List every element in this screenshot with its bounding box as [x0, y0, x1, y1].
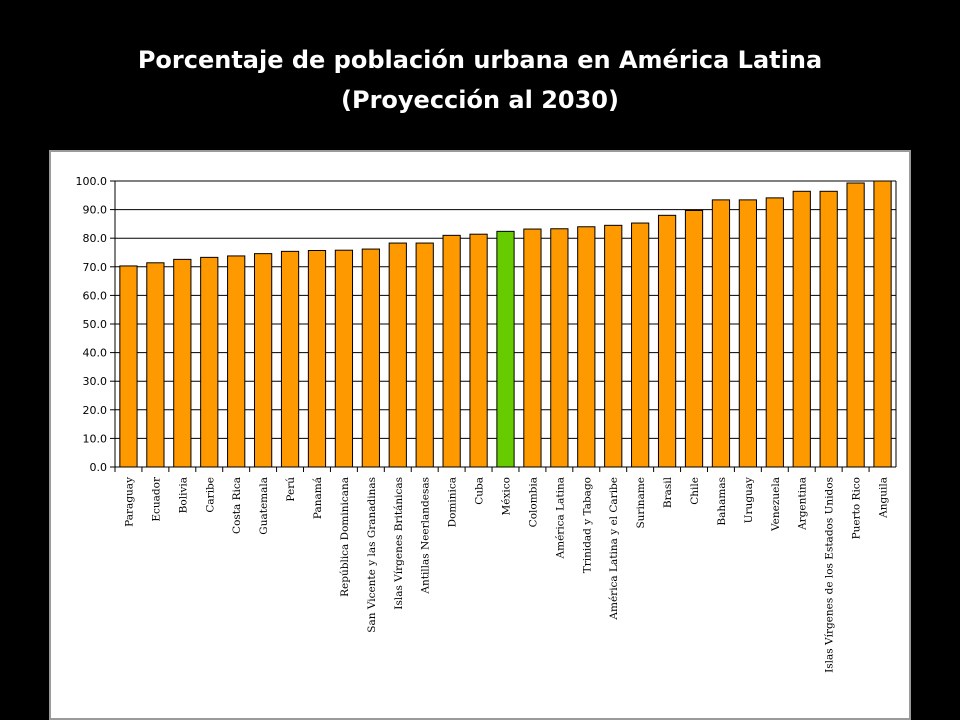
- y-tick-label: 20.0: [83, 404, 108, 417]
- x-tick-label: República Dominicana: [339, 477, 351, 597]
- x-tick-label: Bolivia: [177, 477, 189, 513]
- x-tick-label: Chile: [689, 477, 701, 505]
- bar-16: [523, 228, 542, 468]
- x-tick-label: Islas Vírgenes de los Estados Unidos: [824, 477, 836, 673]
- x-tick-label: Costa Rica: [231, 477, 243, 534]
- y-tick-label: 100.0: [76, 175, 108, 188]
- x-tick-label: Ecuador: [150, 476, 162, 522]
- bar-8: [307, 249, 327, 468]
- bar-22: [684, 209, 704, 468]
- bar-18: [577, 226, 596, 468]
- y-tick-label: 0.0: [90, 461, 108, 474]
- bar-26: [792, 190, 811, 468]
- page-title: Porcentaje de población urbana en Améric…: [0, 40, 960, 120]
- x-tick-label: Venezuela: [770, 477, 782, 532]
- bar-29: [873, 180, 892, 468]
- x-tick-label: Caribe: [204, 477, 216, 513]
- x-tick-label: Perú: [285, 477, 297, 502]
- bar-10: [361, 248, 380, 468]
- y-tick-label: 30.0: [83, 375, 108, 388]
- y-tick-label: 50.0: [83, 318, 108, 331]
- bar-1: [119, 265, 138, 468]
- x-tick-label: Colombia: [527, 477, 539, 527]
- bar-13: [442, 234, 461, 468]
- bar-28: [846, 182, 865, 468]
- y-tick-label: 90.0: [83, 204, 108, 217]
- bar-20: [631, 222, 650, 468]
- bar-15: [496, 230, 515, 468]
- bar-21: [657, 214, 677, 468]
- x-tick-label: Puerto Rico: [851, 477, 863, 539]
- bar-3: [173, 258, 192, 468]
- bar-9: [334, 249, 354, 468]
- x-tick-label: Panamá: [312, 477, 324, 519]
- title-line-1: Porcentaje de población urbana en Améric…: [137, 46, 823, 74]
- bar-12: [415, 242, 434, 468]
- x-tick-label: América Latina: [554, 477, 566, 559]
- bar-17: [550, 228, 569, 468]
- bar-2: [146, 262, 165, 468]
- bar-25: [765, 197, 784, 468]
- x-tick-label: Paraguay: [123, 477, 135, 527]
- x-tick-label: Anguila: [878, 477, 890, 519]
- y-tick-label: 70.0: [83, 261, 108, 274]
- bar-14: [469, 233, 488, 468]
- y-tick-label: 10.0: [83, 432, 108, 445]
- y-tick-label: 40.0: [83, 347, 108, 360]
- y-tick-label: 80.0: [83, 232, 108, 245]
- bar-7: [280, 250, 300, 468]
- x-tick-label: México: [501, 477, 513, 515]
- bar-27: [819, 190, 838, 468]
- title-line-2: (Proyección al 2030): [341, 86, 619, 114]
- x-tick-label: Bahamas: [716, 477, 728, 526]
- y-tick-label: 60.0: [83, 289, 108, 302]
- x-tick-label: Antillas Neerlandesas: [420, 477, 432, 595]
- bar-5: [227, 255, 246, 468]
- x-tick-label: América Latina y el Caribe: [608, 477, 620, 621]
- x-tick-label: Cuba: [474, 477, 486, 505]
- x-tick-label: Argentina: [797, 477, 809, 531]
- bar-6: [254, 253, 273, 468]
- x-tick-label: Guatemala: [258, 477, 270, 535]
- x-tick-label: San Vicente y las Granadinas: [366, 477, 378, 633]
- bar-19: [604, 224, 623, 468]
- bar-24: [738, 199, 757, 468]
- x-tick-label: Islas Vírgenes Británicas: [393, 477, 405, 610]
- bar-chart: 0.0 10.0 20.0 30.0 40.0 50.0 60.0 70.0 80.0 90.0 1…: [76, 175, 897, 673]
- x-tick-label: Uruguay: [743, 477, 755, 523]
- bar-23: [711, 199, 731, 468]
- bar-4: [200, 256, 219, 468]
- x-tick-label: Dominica: [447, 477, 459, 527]
- bar-11: [388, 242, 407, 468]
- x-tick-label: Trinidad y Tabago: [581, 477, 593, 573]
- chart-panel: 0.0 10.0 20.0 30.0 40.0 50.0 60.0 70.0 80.0 90.0 1…: [49, 150, 911, 720]
- x-tick-label: Brasil: [662, 476, 674, 508]
- x-tick-label: Suriname: [635, 477, 647, 529]
